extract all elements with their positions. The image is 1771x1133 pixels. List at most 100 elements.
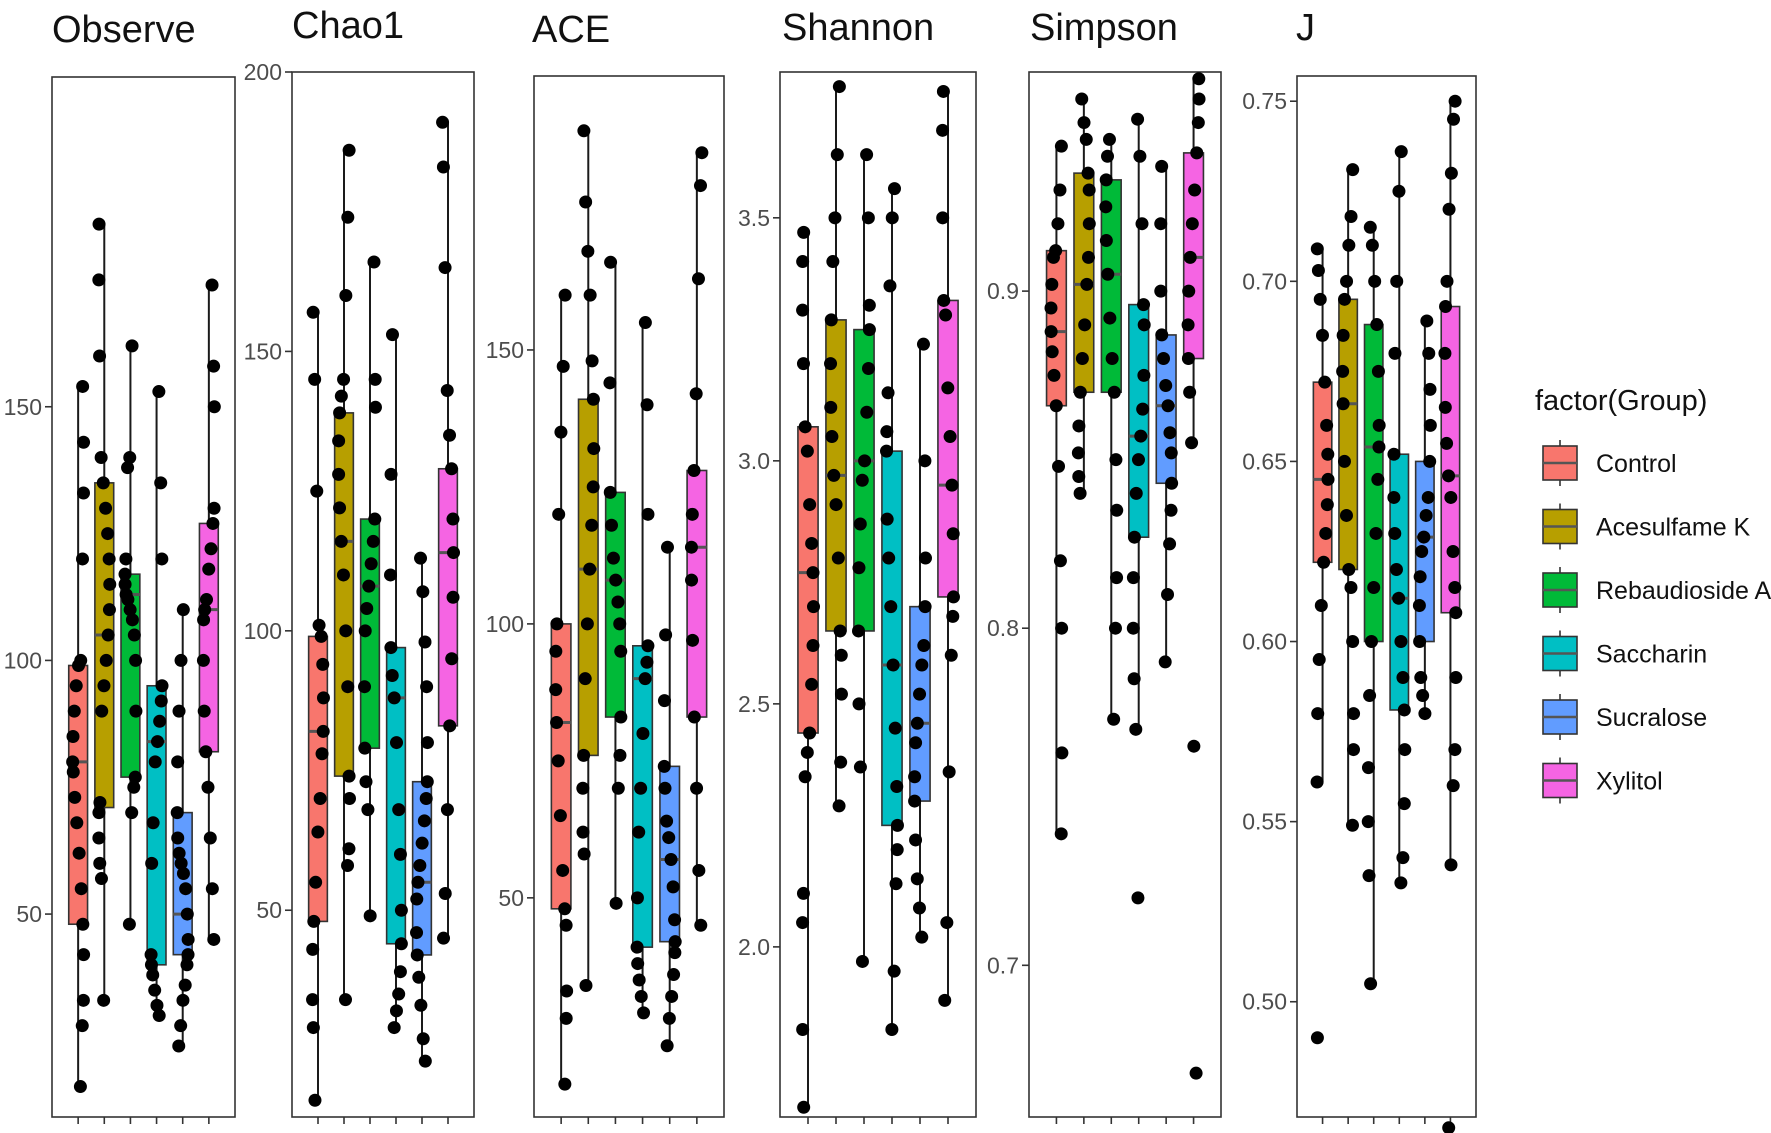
- data-point: [1311, 264, 1325, 278]
- data-point: [75, 1019, 89, 1033]
- data-point: [1073, 486, 1087, 500]
- data-point: [1367, 580, 1381, 594]
- data-point: [1045, 277, 1059, 291]
- data-point: [341, 680, 355, 694]
- data-point: [1318, 375, 1332, 389]
- group-rebaudioside-a: [118, 339, 143, 1124]
- data-point: [1338, 292, 1352, 306]
- data-point: [687, 463, 701, 477]
- data-point: [1187, 739, 1201, 753]
- data-point: [341, 210, 355, 224]
- data-point: [855, 473, 869, 487]
- data-point: [174, 653, 188, 667]
- data-point: [77, 435, 91, 449]
- group-xylitol: [1181, 72, 1206, 1124]
- group-sucralose: [1412, 314, 1437, 1124]
- data-point: [1158, 655, 1172, 669]
- data-point: [1449, 606, 1463, 620]
- data-point: [412, 970, 426, 984]
- data-point: [1449, 671, 1463, 685]
- data-point: [66, 755, 80, 769]
- data-point: [1364, 635, 1378, 649]
- data-point: [1099, 173, 1113, 187]
- data-point: [940, 916, 954, 930]
- data-point: [121, 461, 135, 475]
- data-point: [884, 600, 898, 614]
- panel-title: Chao1: [292, 5, 404, 47]
- data-point: [1131, 453, 1145, 467]
- data-point: [1392, 184, 1406, 198]
- group-sucralose: [1154, 159, 1179, 1124]
- data-point: [1183, 385, 1197, 399]
- data-point: [1342, 238, 1356, 252]
- data-point: [558, 288, 572, 302]
- data-point: [658, 781, 672, 795]
- data-point: [1394, 876, 1408, 890]
- data-point: [1372, 440, 1386, 454]
- data-point: [941, 381, 955, 395]
- legend-label: Acesulfame K: [1596, 514, 1751, 542]
- data-point: [1053, 183, 1067, 197]
- data-point: [332, 467, 346, 481]
- group-saccharin: [880, 182, 904, 1124]
- panel-simpson: Simpson 0.7 0.8 0.9: [987, 7, 1222, 1124]
- data-point: [337, 372, 351, 386]
- data-point: [1310, 775, 1324, 789]
- data-point: [76, 379, 90, 393]
- panel-border: [1028, 71, 1222, 1118]
- data-point: [936, 84, 950, 98]
- data-point: [1339, 508, 1353, 522]
- data-point: [392, 803, 406, 817]
- data-point: [668, 935, 682, 949]
- data-point: [939, 308, 953, 322]
- box: [881, 450, 903, 827]
- data-point: [172, 1039, 186, 1053]
- data-point: [363, 909, 377, 923]
- data-point: [333, 501, 347, 515]
- group-saccharin: [384, 328, 408, 1124]
- data-point: [101, 527, 115, 541]
- data-point: [127, 628, 141, 642]
- data-point: [1110, 571, 1124, 585]
- data-point: [852, 561, 866, 575]
- data-point: [913, 687, 927, 701]
- data-point: [1392, 591, 1406, 605]
- data-point: [1072, 419, 1086, 433]
- data-point: [938, 993, 952, 1007]
- data-point: [419, 791, 433, 805]
- data-point: [1134, 429, 1148, 443]
- data-point: [1101, 267, 1115, 281]
- data-point: [171, 755, 185, 769]
- data-point: [611, 781, 625, 795]
- data-point: [1368, 274, 1382, 288]
- group-sucralose: [410, 551, 434, 1124]
- data-point: [176, 603, 190, 617]
- data-point: [342, 842, 356, 856]
- data-point: [862, 298, 876, 312]
- data-point: [1347, 707, 1361, 721]
- data-point: [92, 831, 106, 845]
- data-point: [917, 639, 931, 653]
- data-point: [92, 806, 106, 820]
- data-point: [332, 434, 346, 448]
- data-point: [668, 913, 682, 927]
- data-point: [797, 225, 811, 239]
- data-point: [1044, 325, 1058, 339]
- data-point: [358, 680, 372, 694]
- data-point: [312, 618, 326, 632]
- data-point: [609, 896, 623, 910]
- panel-border: [51, 76, 236, 1118]
- data-point: [336, 568, 350, 582]
- data-point: [387, 1021, 401, 1035]
- data-point: [796, 255, 810, 269]
- legend-label: Control: [1596, 450, 1677, 478]
- data-point: [129, 704, 143, 718]
- legend-label: Saccharin: [1596, 641, 1707, 669]
- data-point: [665, 989, 679, 1003]
- data-point: [1394, 635, 1408, 649]
- data-point: [1438, 400, 1452, 414]
- data-point: [361, 803, 375, 817]
- data-point: [603, 485, 617, 499]
- data-point: [860, 405, 874, 419]
- data-point: [805, 536, 819, 550]
